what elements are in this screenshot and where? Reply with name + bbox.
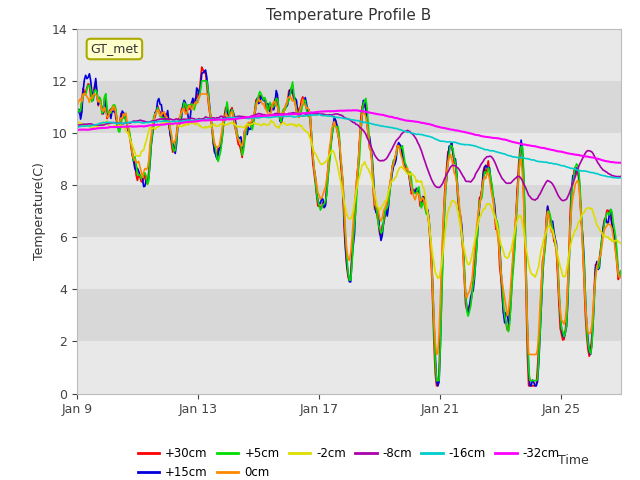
+30cm — [73, 110, 81, 116]
-16cm — [73, 124, 81, 130]
-16cm — [390, 125, 397, 131]
Line: -8cm: -8cm — [77, 113, 621, 201]
+5cm — [73, 107, 81, 112]
Bar — [77, 133, 621, 185]
0cm — [390, 161, 397, 167]
Line: -2cm: -2cm — [77, 120, 621, 278]
+5cm — [453, 171, 461, 177]
Line: 0cm: 0cm — [77, 94, 621, 355]
Text: GT_met: GT_met — [90, 43, 138, 56]
Y-axis label: Temperature(C): Temperature(C) — [33, 162, 45, 260]
+15cm — [202, 67, 209, 73]
-16cm — [614, 175, 622, 181]
-2cm — [115, 123, 122, 129]
0cm — [506, 296, 513, 302]
Legend: +30cm, +15cm, +5cm, 0cm, -2cm, -8cm, -16cm, -32cm: +30cm, +15cm, +5cm, 0cm, -2cm, -8cm, -16… — [138, 447, 559, 479]
-16cm — [504, 153, 512, 158]
-16cm — [316, 111, 323, 117]
Line: -16cm: -16cm — [77, 114, 621, 178]
+15cm — [617, 274, 625, 280]
0cm — [116, 120, 124, 125]
-2cm — [506, 250, 513, 255]
0cm — [495, 237, 502, 243]
+30cm — [506, 307, 513, 313]
-32cm — [349, 108, 357, 113]
-8cm — [390, 143, 397, 148]
-2cm — [268, 118, 275, 123]
+5cm — [617, 268, 625, 274]
-8cm — [73, 122, 81, 128]
-8cm — [493, 165, 501, 171]
-2cm — [453, 204, 461, 210]
Bar — [77, 185, 621, 237]
-2cm — [617, 240, 625, 246]
+5cm — [390, 157, 397, 163]
Line: +5cm: +5cm — [77, 81, 621, 381]
-32cm — [573, 152, 580, 158]
+15cm — [495, 229, 502, 235]
-8cm — [115, 120, 122, 126]
Line: -32cm: -32cm — [77, 110, 621, 163]
-8cm — [452, 163, 460, 168]
+5cm — [574, 163, 582, 169]
-16cm — [573, 167, 580, 172]
-32cm — [390, 115, 397, 120]
+30cm — [390, 158, 397, 164]
-32cm — [504, 138, 512, 144]
-16cm — [115, 120, 122, 126]
-32cm — [617, 160, 625, 166]
+15cm — [115, 126, 122, 132]
-2cm — [574, 221, 582, 227]
+15cm — [73, 113, 81, 119]
+30cm — [433, 383, 440, 389]
-8cm — [289, 110, 296, 116]
0cm — [574, 178, 582, 183]
-8cm — [559, 198, 566, 204]
+30cm — [574, 169, 582, 175]
Bar — [77, 289, 621, 341]
-2cm — [434, 276, 442, 281]
0cm — [79, 91, 87, 97]
+30cm — [115, 126, 122, 132]
-2cm — [390, 178, 397, 183]
-32cm — [493, 135, 501, 141]
0cm — [73, 106, 81, 111]
+30cm — [198, 64, 205, 70]
-2cm — [495, 228, 502, 234]
-8cm — [617, 173, 625, 179]
+5cm — [433, 378, 440, 384]
+5cm — [198, 78, 205, 84]
+5cm — [506, 320, 513, 326]
0cm — [617, 274, 625, 280]
+30cm — [495, 235, 502, 241]
+30cm — [453, 179, 461, 184]
-32cm — [452, 128, 460, 133]
Bar — [77, 81, 621, 133]
Bar — [77, 29, 621, 81]
0cm — [433, 352, 440, 358]
Title: Temperature Profile B: Temperature Profile B — [266, 9, 431, 24]
Bar — [77, 341, 621, 394]
0cm — [453, 179, 461, 185]
+15cm — [390, 163, 397, 169]
-8cm — [504, 180, 512, 186]
-16cm — [617, 175, 625, 180]
Text: Time: Time — [558, 454, 589, 467]
-16cm — [452, 139, 460, 145]
+15cm — [506, 317, 513, 323]
Line: +15cm: +15cm — [77, 70, 621, 386]
+30cm — [617, 268, 625, 274]
+5cm — [115, 129, 122, 134]
+5cm — [495, 225, 502, 230]
-16cm — [493, 149, 501, 155]
+15cm — [434, 383, 442, 389]
+15cm — [453, 170, 461, 176]
-8cm — [574, 166, 582, 172]
-32cm — [73, 127, 81, 132]
-32cm — [115, 124, 122, 130]
Line: +30cm: +30cm — [77, 67, 621, 386]
Bar — [77, 237, 621, 289]
+15cm — [574, 167, 582, 172]
-2cm — [73, 120, 81, 126]
